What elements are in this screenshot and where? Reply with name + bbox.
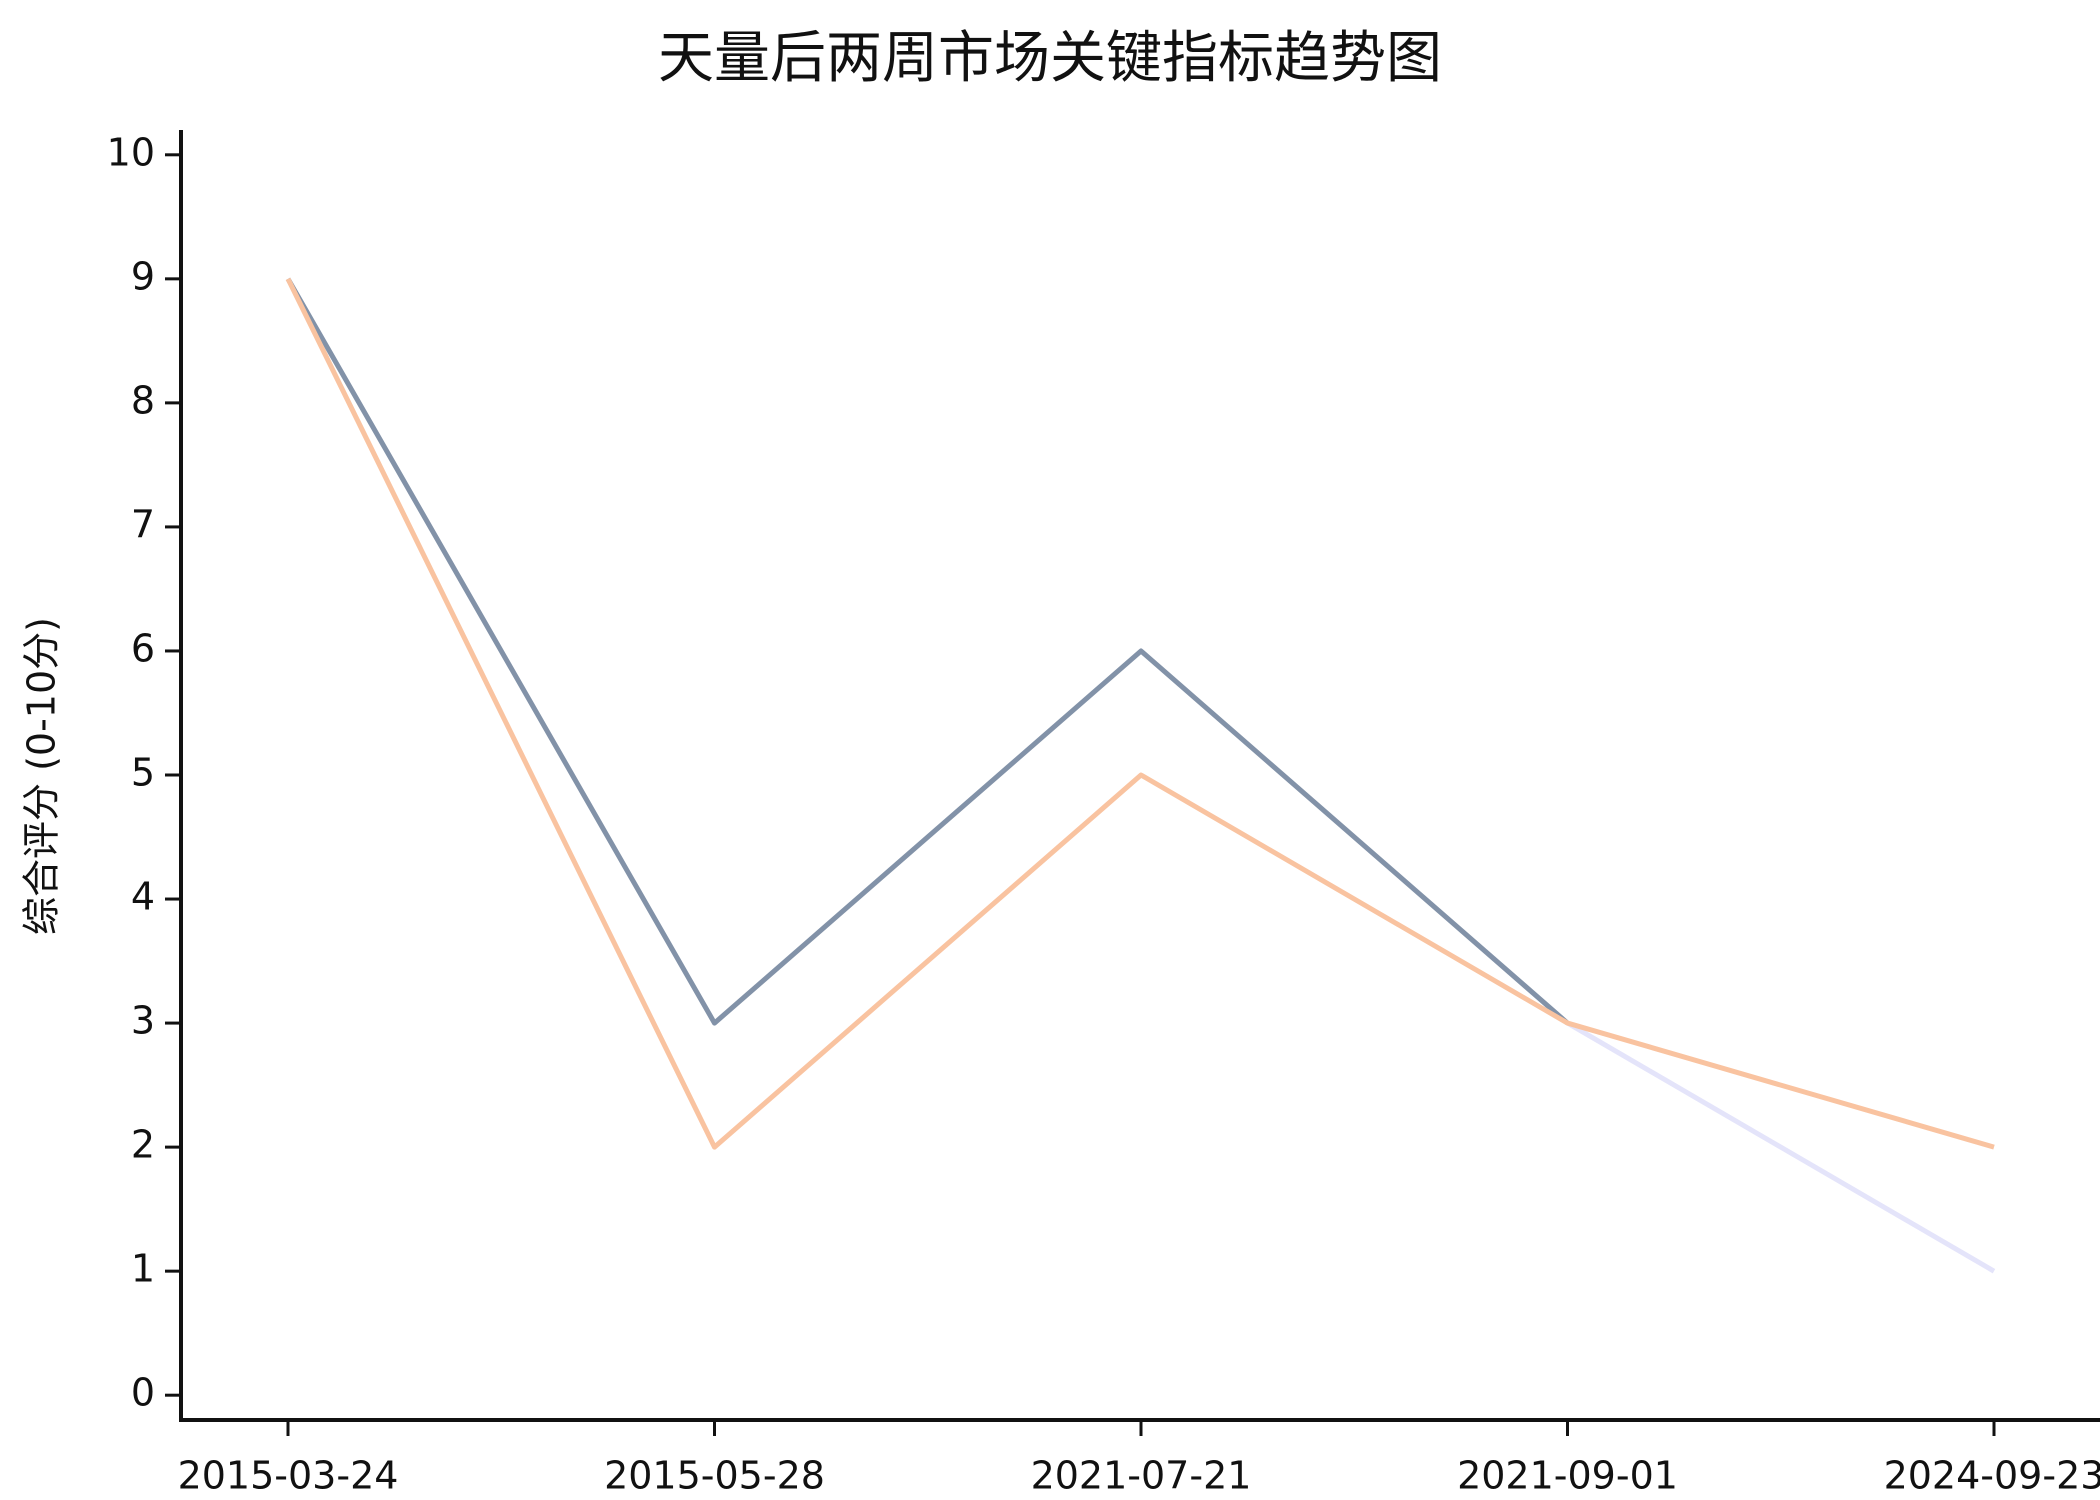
x-tick-label: 2021-07-21 [1031, 1454, 1252, 1498]
y-tick-label: 10 [107, 130, 155, 174]
chart-title: 天量后两周市场关键指标趋势图 [658, 26, 1442, 91]
y-tick-label: 6 [131, 626, 155, 670]
series-line [1566, 1020, 1996, 1274]
y-tick-label: 1 [131, 1247, 155, 1291]
y-tick-label: 3 [131, 999, 155, 1043]
y-tick-label: 0 [131, 1371, 155, 1415]
series-line [285, 277, 1995, 1150]
series-line [285, 277, 1570, 1026]
x-tick-label: 2015-05-28 [604, 1454, 825, 1498]
x-tick-label: 2015-03-24 [178, 1454, 399, 1498]
y-tick-label: 2 [131, 1123, 155, 1167]
y-tick-label: 4 [131, 875, 155, 919]
y-tick-label: 7 [131, 502, 155, 546]
y-axis-label: 综合评分 (0-10分) [20, 617, 64, 935]
x-tick-label: 2024-09-23 [1884, 1454, 2100, 1498]
y-tick-label: 8 [131, 378, 155, 422]
y-tick-label: 9 [131, 254, 155, 298]
x-tick-label: 2021-09-01 [1457, 1454, 1678, 1498]
y-tick-label: 5 [131, 751, 155, 795]
